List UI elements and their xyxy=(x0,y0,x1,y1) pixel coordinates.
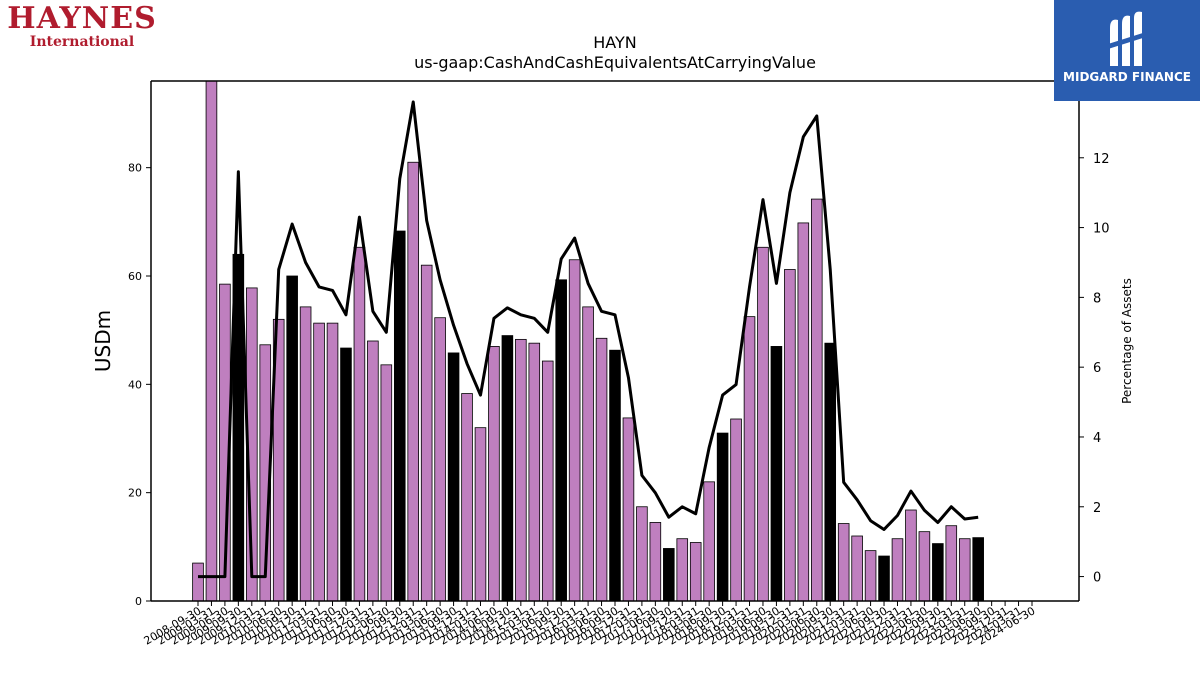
bar xyxy=(945,525,958,602)
bar-series xyxy=(192,80,984,602)
bar xyxy=(676,538,689,602)
bar xyxy=(784,269,796,602)
bar xyxy=(393,230,406,602)
bar xyxy=(636,506,648,602)
axes: 0204060800246810122008-09-302009-03-3120… xyxy=(128,80,1110,648)
midgard-mark-icon xyxy=(1108,11,1146,67)
chart-subtitle: us-gaap:CashAndCashEquivalentsAtCarrying… xyxy=(414,53,816,72)
bar xyxy=(582,306,594,602)
bar xyxy=(703,481,715,602)
midgard-finance-logo: MIDGARD FINANCE xyxy=(1054,0,1200,101)
y-tick-label: 60 xyxy=(128,270,142,283)
bar xyxy=(541,360,554,602)
y-tick-label: 0 xyxy=(135,595,142,608)
bar xyxy=(313,322,325,602)
bar xyxy=(663,548,675,602)
bar xyxy=(730,418,742,602)
bar xyxy=(407,161,420,602)
bar xyxy=(770,346,783,602)
bar xyxy=(649,522,662,602)
bar xyxy=(918,531,931,602)
y2-tick-label: 8 xyxy=(1093,291,1101,306)
bar xyxy=(299,306,312,602)
bar xyxy=(434,317,446,602)
bar xyxy=(568,259,581,602)
bar xyxy=(932,543,944,602)
bar xyxy=(757,246,769,602)
bar xyxy=(864,550,877,602)
y-axis-label: USDm xyxy=(91,310,115,372)
y2-tick-label: 6 xyxy=(1093,361,1101,376)
bar xyxy=(609,349,621,602)
y2-tick-label: 2 xyxy=(1093,501,1101,516)
line-series xyxy=(198,100,979,579)
chart-title: HAYN xyxy=(593,33,636,52)
haynes-logo-text: HAYNES xyxy=(7,1,157,36)
line-path xyxy=(198,100,979,579)
bar xyxy=(851,535,863,602)
bar xyxy=(488,346,500,602)
y2-tick-label: 10 xyxy=(1093,222,1110,237)
bar xyxy=(380,364,393,602)
y-tick-label: 80 xyxy=(128,162,142,175)
bar xyxy=(528,342,541,602)
y-tick-label: 20 xyxy=(128,487,142,500)
bar xyxy=(689,542,702,602)
y2-axis-label: Percentage of Assets xyxy=(1120,278,1134,404)
bar xyxy=(716,432,729,602)
bar xyxy=(501,335,514,602)
bar xyxy=(797,222,810,602)
bar xyxy=(192,562,204,602)
bar xyxy=(340,347,352,602)
bar xyxy=(474,427,487,602)
y-tick-label: 40 xyxy=(128,378,142,391)
bar xyxy=(595,337,608,602)
bar xyxy=(205,80,218,602)
midgard-logo-text: MIDGARD FINANCE xyxy=(1063,70,1191,84)
bar xyxy=(824,342,837,602)
bar xyxy=(878,555,890,602)
bar xyxy=(326,322,339,602)
bar xyxy=(891,538,904,602)
bar xyxy=(420,264,433,602)
haynes-logo-subtext: International xyxy=(29,34,135,50)
bar xyxy=(447,352,460,602)
bar xyxy=(622,417,635,602)
bar xyxy=(515,338,527,602)
haynes-logo: HAYNES International xyxy=(4,1,160,51)
bar xyxy=(353,246,366,602)
bar xyxy=(743,316,756,602)
bar xyxy=(958,538,971,602)
bar xyxy=(461,393,473,602)
y2-tick-label: 12 xyxy=(1093,152,1110,167)
bar xyxy=(555,279,567,602)
bar xyxy=(837,523,850,602)
y2-tick-label: 0 xyxy=(1093,571,1101,586)
bar xyxy=(367,340,379,602)
bar xyxy=(905,509,917,602)
bar xyxy=(972,537,984,602)
bar xyxy=(810,198,823,602)
y2-tick-label: 4 xyxy=(1093,431,1101,446)
bar xyxy=(286,275,298,602)
